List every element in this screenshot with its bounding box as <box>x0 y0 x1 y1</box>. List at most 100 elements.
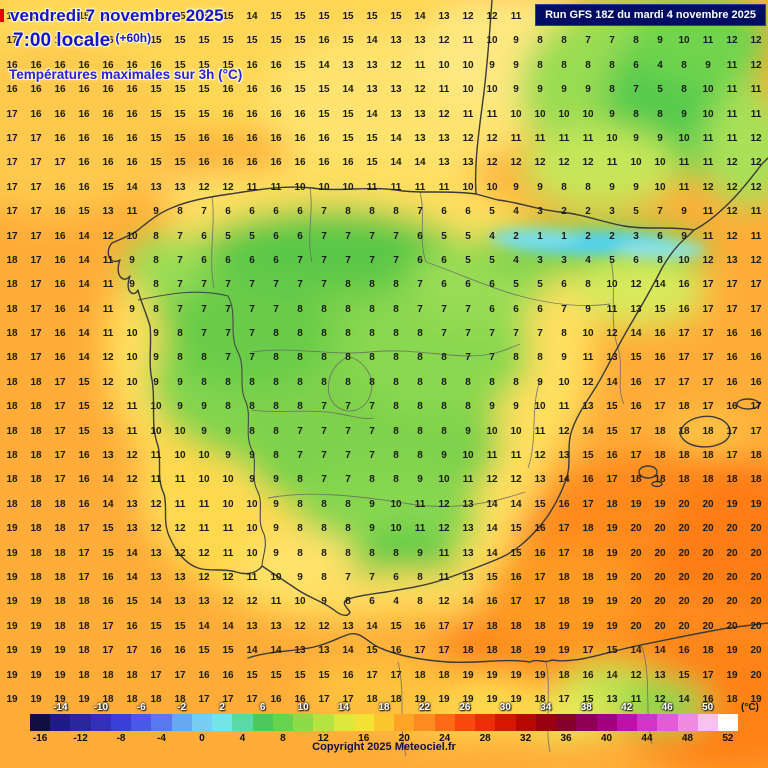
temperature-value: 12 <box>750 59 762 71</box>
temperature-value: 13 <box>414 108 426 120</box>
temperature-value: 8 <box>153 303 159 315</box>
temperature-value: 7 <box>249 352 255 364</box>
temperature-value: 8 <box>417 328 423 340</box>
temperature-value: 15 <box>678 669 690 681</box>
temperature-value: 7 <box>297 279 303 291</box>
temperature-value: 10 <box>582 108 594 120</box>
temperature-value: 16 <box>654 328 666 340</box>
temperature-value: 15 <box>318 84 330 96</box>
temperature-value: 8 <box>321 547 327 559</box>
temperature-value: 6 <box>393 571 399 583</box>
temperature-value: 15 <box>78 401 90 413</box>
temperature-value: 19 <box>726 498 738 510</box>
temperature-value: 15 <box>246 35 258 47</box>
temperature-value: 16 <box>126 108 138 120</box>
temperature-value: 11 <box>390 181 402 193</box>
temperature-value: 17 <box>534 571 546 583</box>
temperature-value: 8 <box>297 352 303 364</box>
temperature-value: 11 <box>126 206 138 218</box>
temperature-value: 18 <box>390 693 402 705</box>
temperature-value: 9 <box>417 474 423 486</box>
temperature-value: 17 <box>726 303 738 315</box>
temperature-value: 8 <box>417 450 423 462</box>
temperature-value: 16 <box>54 108 66 120</box>
temperature-value: 9 <box>153 352 159 364</box>
temperature-value: 9 <box>657 132 663 144</box>
temperature-value: 11 <box>702 157 714 169</box>
temperature-value: 19 <box>534 645 546 657</box>
temperature-value: 10 <box>558 376 570 388</box>
temperature-value: 15 <box>102 181 114 193</box>
temperature-value: 11 <box>702 206 714 218</box>
temperature-value: 9 <box>297 571 303 583</box>
temperature-value: 16 <box>54 352 66 364</box>
temperature-value: 15 <box>366 132 378 144</box>
temperature-value: 16 <box>78 498 90 510</box>
temperature-value: 18 <box>6 498 18 510</box>
temperature-value: 10 <box>534 108 546 120</box>
temperature-value: 16 <box>222 669 234 681</box>
temperature-value: 8 <box>417 596 423 608</box>
temperature-value: 9 <box>321 596 327 608</box>
temperature-value: 8 <box>393 425 399 437</box>
temperature-value: 17 <box>654 401 666 413</box>
temperature-value: 6 <box>465 279 471 291</box>
temperature-value: 16 <box>126 157 138 169</box>
temperature-value: 14 <box>414 157 426 169</box>
temperature-value: 19 <box>30 596 42 608</box>
temperature-value: 8 <box>297 547 303 559</box>
temperature-value: 19 <box>54 693 66 705</box>
scale-label: 50 <box>702 702 714 713</box>
temperature-value: 17 <box>6 108 18 120</box>
temperature-value: 8 <box>537 59 543 71</box>
temperature-value: 7 <box>249 328 255 340</box>
temperature-value: 15 <box>246 669 258 681</box>
temperature-value: 10 <box>486 35 498 47</box>
scale-label: 18 <box>378 702 390 713</box>
temperature-value: 17 <box>30 181 42 193</box>
red-tick-marker <box>0 9 4 22</box>
temperature-value: 13 <box>582 401 594 413</box>
temperature-value: 17 <box>54 401 66 413</box>
temperature-value: 8 <box>633 108 639 120</box>
temperature-value: 7 <box>393 254 399 266</box>
temperature-value: 16 <box>78 181 90 193</box>
temperature-value: 12 <box>462 11 474 22</box>
temperature-value: 14 <box>78 254 90 266</box>
temperature-value: 15 <box>198 35 210 47</box>
scale-color-cell <box>293 714 314 731</box>
temperature-value: 8 <box>417 376 423 388</box>
temperature-value: 19 <box>582 620 594 632</box>
temperature-value: 8 <box>249 425 255 437</box>
temperature-value: 11 <box>414 498 426 510</box>
temperature-value: 16 <box>678 645 690 657</box>
temperature-value: 17 <box>678 352 690 364</box>
temperature-value: 16 <box>750 352 762 364</box>
temperature-value: 10 <box>150 425 162 437</box>
temperature-value: 9 <box>153 206 159 218</box>
temperature-value: 16 <box>102 132 114 144</box>
temperature-value: 11 <box>606 157 618 169</box>
temperature-value: 11 <box>438 547 450 559</box>
temperature-value: 7 <box>657 206 663 218</box>
temperature-value: 12 <box>174 523 186 535</box>
temperature-value: 6 <box>441 279 447 291</box>
local-time-label: 7:00 locale <box>13 30 111 51</box>
temperature-value: 15 <box>318 11 330 22</box>
temperature-value: 7 <box>177 279 183 291</box>
temperature-value: 8 <box>417 425 423 437</box>
temperature-value: 16 <box>54 328 66 340</box>
temperature-value: 14 <box>390 132 402 144</box>
temperature-value: 12 <box>510 157 522 169</box>
temperature-value: 18 <box>6 328 18 340</box>
temperature-value: 7 <box>177 303 183 315</box>
temperature-value: 10 <box>174 450 186 462</box>
temperature-value: 9 <box>273 547 279 559</box>
temperature-value: 10 <box>654 157 666 169</box>
temperature-value: 15 <box>222 645 234 657</box>
temperature-value: 15 <box>78 11 90 22</box>
temperature-value: 6 <box>417 230 423 242</box>
temperature-value: 16 <box>102 11 114 22</box>
scale-label: 40 <box>600 733 613 744</box>
temperature-value: 11 <box>726 59 738 71</box>
